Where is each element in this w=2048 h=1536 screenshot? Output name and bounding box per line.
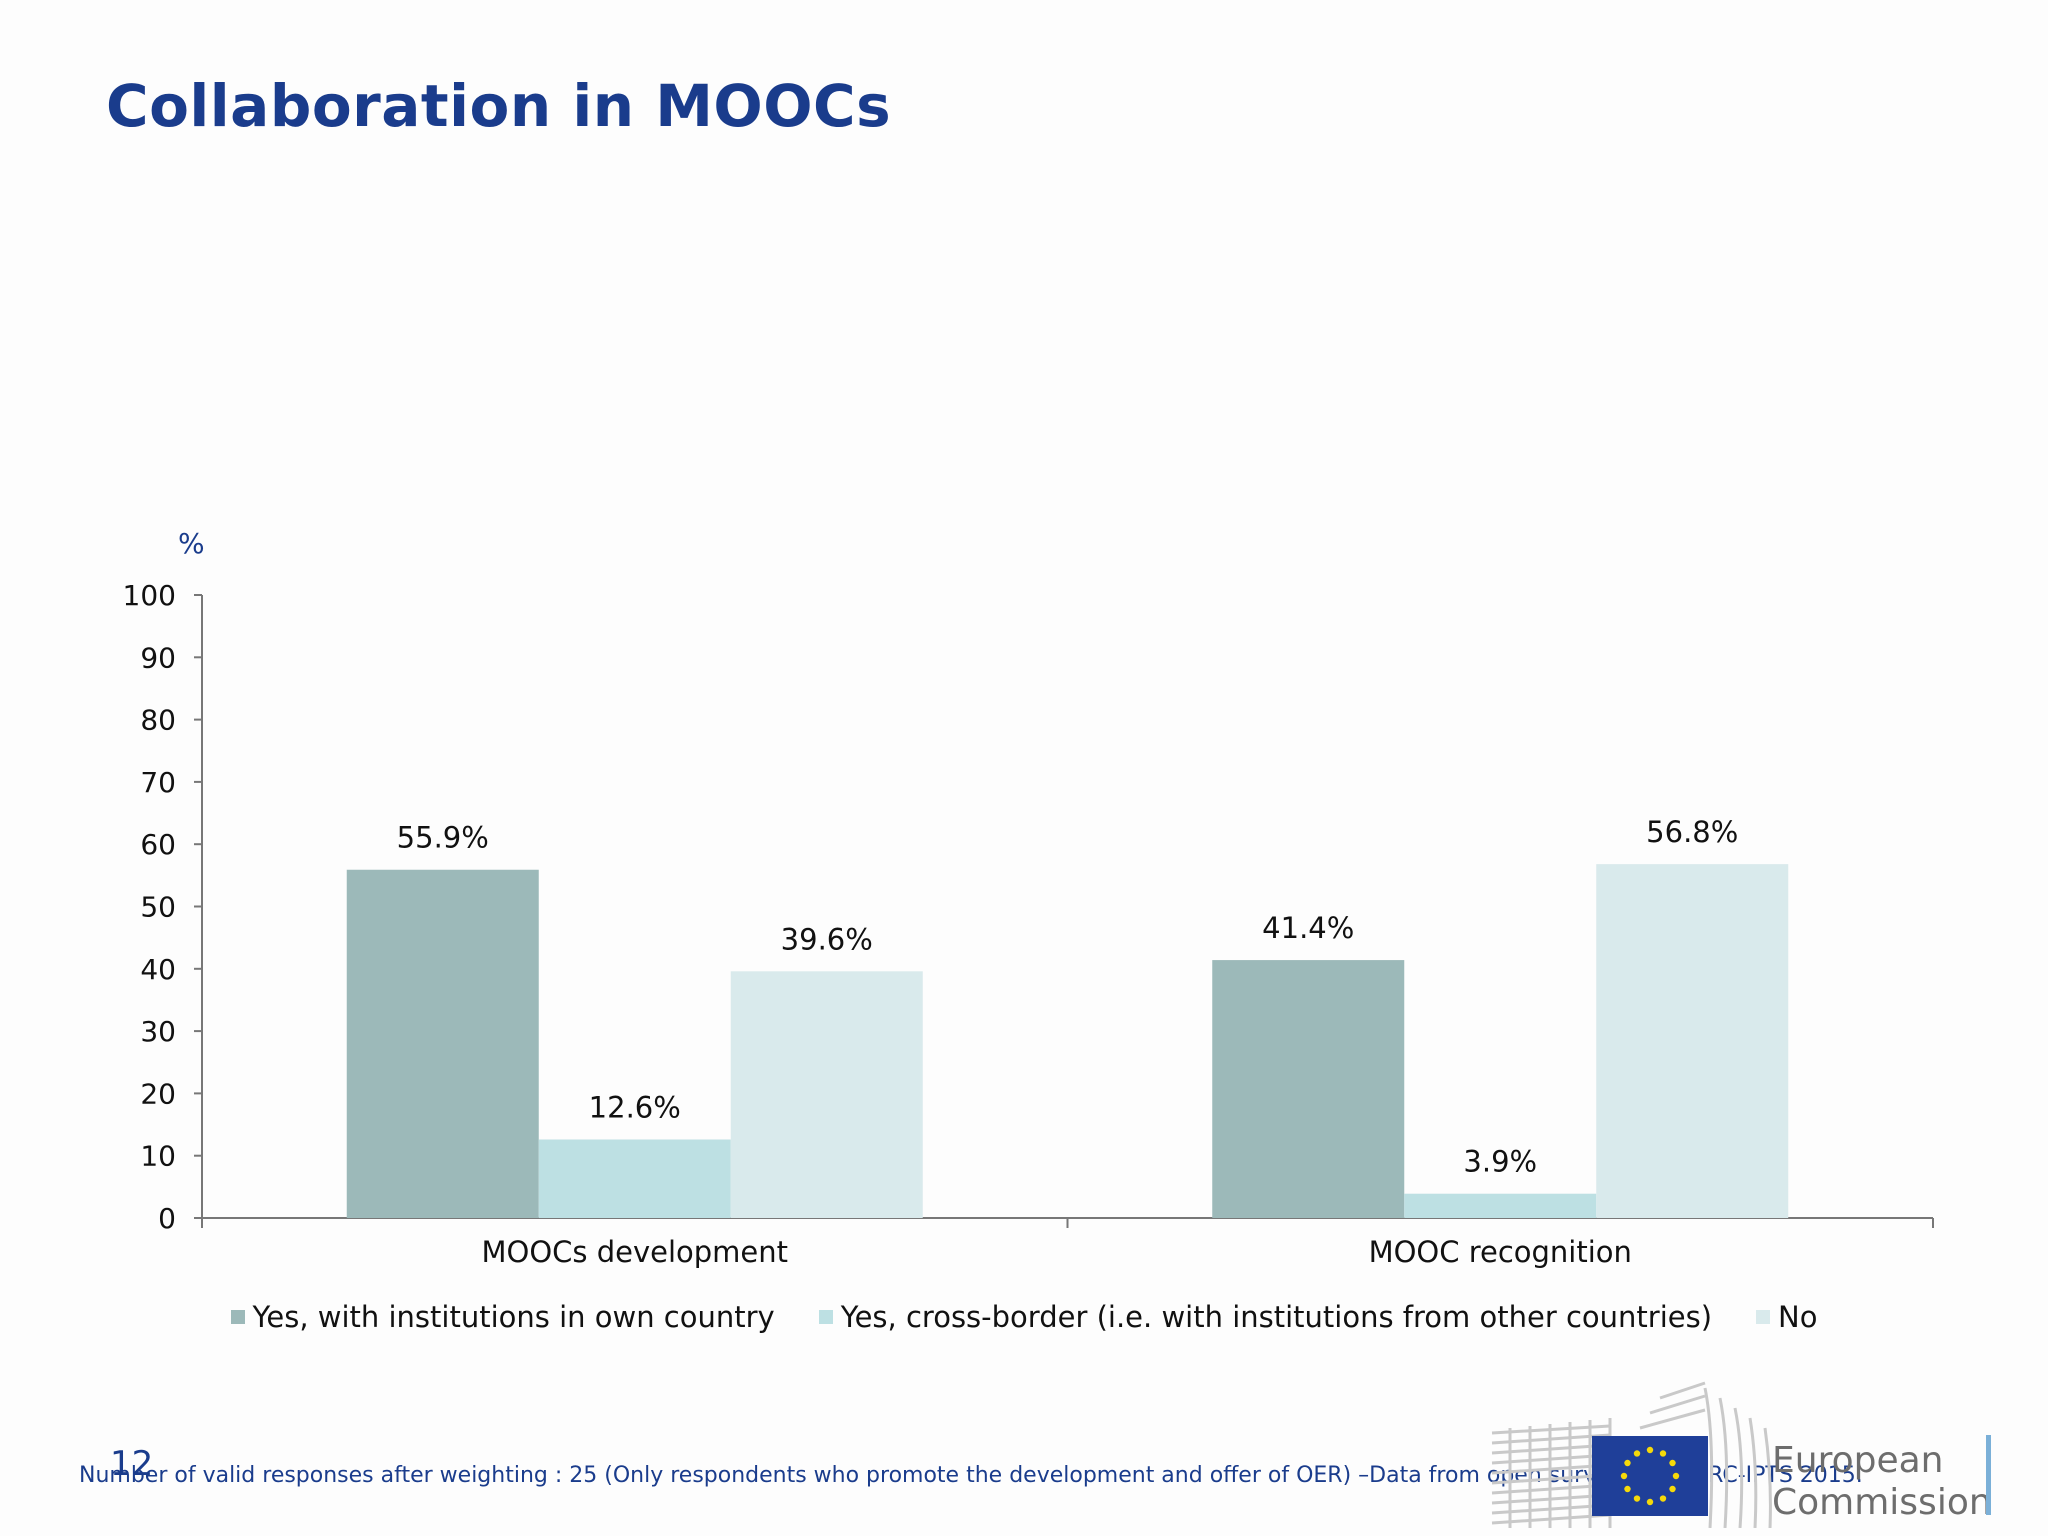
data-label: 3.9% (1463, 1145, 1537, 1179)
data-label: 39.6% (781, 922, 873, 956)
legend-label: Yes, cross-border (i.e. with institution… (840, 1300, 1713, 1334)
y-tick-label: 60 (140, 828, 176, 861)
eu-star (1624, 1485, 1631, 1493)
logo-text: European Commission (1772, 1440, 1992, 1524)
bar (1212, 960, 1405, 1218)
eu-star (1669, 1485, 1676, 1493)
y-tick-label: 10 (140, 1140, 176, 1173)
data-labels: 55.9% 12.6% 39.6% 41.4% 3.9% 56.8% (397, 815, 1739, 1179)
bar (1404, 1193, 1597, 1218)
legend-swatch (230, 1310, 245, 1324)
page-title: Collaboration in MOOCs (106, 72, 892, 140)
eu-star (1659, 1495, 1667, 1502)
logo-text-line1: European (1772, 1440, 1944, 1481)
x-tick-label: MOOC recognition (1369, 1235, 1632, 1269)
data-label: 41.4% (1262, 911, 1354, 945)
eu-star (1633, 1495, 1641, 1502)
y-tick-label: 0 (158, 1202, 176, 1235)
page-number: 12 (110, 1444, 154, 1484)
bars (346, 864, 1789, 1218)
bar (730, 971, 923, 1218)
data-label: 12.6% (589, 1091, 681, 1125)
y-axis-label: % (178, 527, 205, 560)
legend-item: Yes, with institutions in own country (230, 1300, 775, 1334)
y-tick-label: 30 (140, 1015, 176, 1048)
bar (346, 869, 539, 1218)
legend-item: Yes, cross-border (i.e. with institution… (818, 1300, 1713, 1334)
y-tick-label: 100 (123, 579, 176, 612)
x-axis: MOOCs development MOOC recognition (201, 1217, 1934, 1269)
eu-star (1672, 1472, 1680, 1480)
legend-swatch (818, 1310, 833, 1324)
eu-star (1659, 1450, 1667, 1457)
y-axis: 0 10 20 30 40 50 60 70 80 90 100 (123, 579, 203, 1235)
eu-star (1620, 1472, 1628, 1480)
bar (538, 1139, 731, 1218)
y-tick-label: 90 (140, 641, 176, 674)
legend-label: Yes, with institutions in own country (252, 1300, 775, 1334)
eu-star (1669, 1459, 1676, 1467)
y-tick-label: 80 (140, 704, 176, 737)
y-tick-label: 20 (140, 1077, 176, 1110)
logo-accent-bar (1986, 1435, 1991, 1515)
legend-swatch (1756, 1310, 1771, 1324)
data-label: 55.9% (397, 821, 489, 855)
bar (1596, 864, 1789, 1218)
european-commission-logo (1491, 1381, 1772, 1528)
eu-star (1646, 1498, 1654, 1506)
data-label: 56.8% (1646, 815, 1738, 849)
bar-chart: % 0 10 20 30 40 50 60 70 80 90 100 MOOCs developme… (123, 527, 1934, 1269)
eu-star (1624, 1459, 1631, 1467)
logo-text-line2: Commission (1772, 1482, 1992, 1523)
eu-star (1633, 1450, 1641, 1457)
eu-flag-stars (1620, 1446, 1680, 1506)
y-tick-label: 50 (140, 891, 176, 924)
eu-star (1646, 1446, 1654, 1454)
legend-label: No (1778, 1300, 1818, 1334)
chart-legend: Yes, with institutions in own country Yes… (0, 1300, 2048, 1334)
x-tick-label: MOOCs development (481, 1235, 788, 1269)
legend-item: No (1756, 1300, 1817, 1334)
y-tick-label: 40 (140, 953, 176, 986)
y-tick-label: 70 (140, 766, 176, 799)
